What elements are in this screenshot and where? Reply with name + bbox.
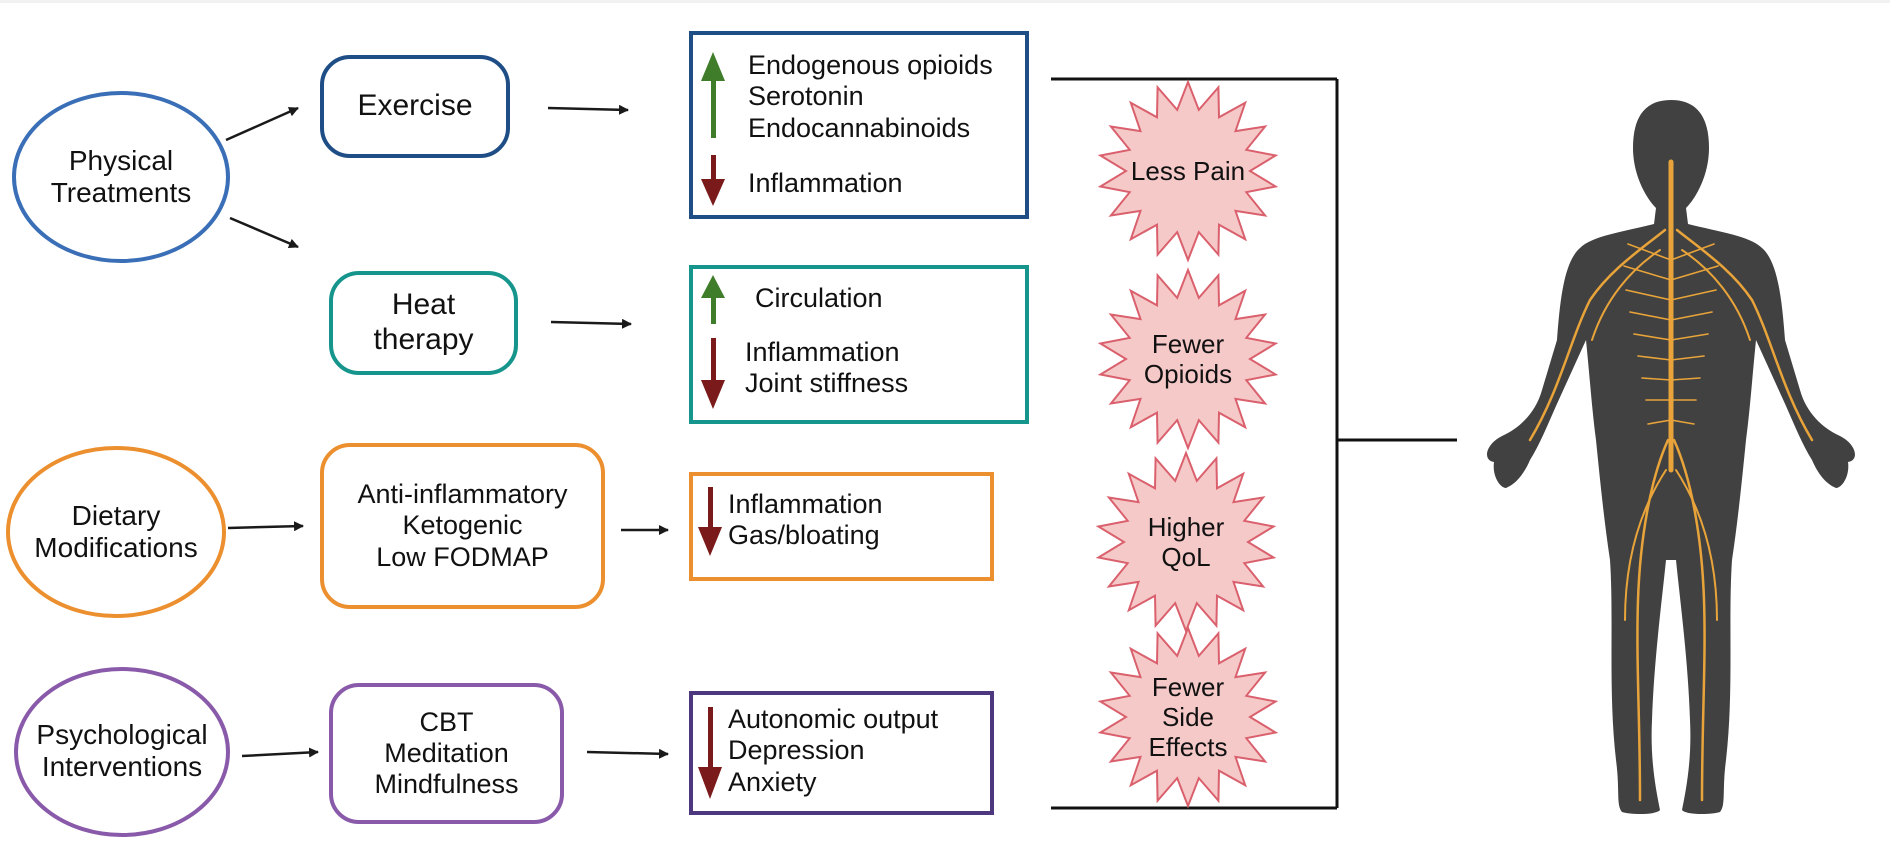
diet-types-label: Anti-inflammatory Ketogenic Low FODMAP: [322, 445, 603, 607]
outcome-label-fewer-side-effects: Fewer Side Effects: [1108, 662, 1268, 772]
exercise-decreased-list: Inflammation: [748, 168, 903, 199]
psych-decreased-list: Autonomic output Depression Anxiety: [728, 704, 938, 798]
label-line: Fewer: [1151, 328, 1225, 359]
diet-decreased-list: Inflammation Gas/bloating: [728, 489, 883, 552]
arrow-psych-to-effects: [586, 748, 669, 759]
effect-item: Endocannabinoids: [748, 112, 971, 143]
exercise-effects-box: [689, 31, 1029, 219]
outcome-label-higher-qol: Higher QoL: [1106, 497, 1266, 587]
label-line: CBT: [419, 706, 474, 737]
outcome-burst-fewer-side-effects: [1097, 625, 1279, 809]
effect-item: Circulation: [755, 283, 883, 313]
effect-item: Endogenous opioids: [748, 50, 993, 80]
effect-item: Gas/bloating: [728, 520, 880, 551]
label-line: Effects: [1148, 732, 1228, 763]
physical-treatments-label: Physical Treatments: [24, 129, 218, 225]
label-line: Meditation: [384, 737, 509, 768]
effect-item: Inflammation: [745, 337, 900, 367]
psych-effects-box: [689, 691, 994, 815]
label-line: Side: [1161, 701, 1215, 732]
top-border: [0, 0, 1890, 3]
exercise-label: Exercise: [322, 57, 508, 156]
label-line: therapy: [373, 323, 474, 356]
label-line: Higher: [1147, 511, 1225, 542]
effect-item: Anxiety: [728, 766, 817, 797]
label-line: Heat: [391, 288, 456, 322]
diet-effects-box: [689, 472, 994, 581]
diet-types-node: [320, 443, 605, 609]
psych-methods-label: CBT Meditation Mindfulness: [331, 685, 562, 822]
arrow-psych-source-to-methods: [241, 747, 319, 758]
human-nervous-system-figure: [1487, 100, 1855, 815]
exercise-node: [320, 55, 510, 158]
heat-increased-list: Circulation: [755, 283, 883, 314]
label-line: Less Pain: [1130, 155, 1246, 186]
arrow-physical-to-heat: [229, 216, 299, 249]
label-line: Interventions: [41, 751, 203, 782]
down-arrow-icon: [698, 487, 722, 556]
label-line: Opioids: [1143, 359, 1233, 389]
down-arrow-icon: [701, 338, 725, 409]
effect-item: Joint stiffness: [745, 368, 909, 399]
outcome-burst-less-pain: [1097, 79, 1279, 263]
effect-item: Inflammation: [748, 168, 903, 198]
arrow-physical-to-exercise: [225, 106, 299, 142]
down-arrow-icon: [701, 155, 725, 206]
label-line: Low FODMAP: [376, 541, 549, 572]
outcome-bracket: [1051, 77, 1457, 810]
label-line: Psychological: [36, 718, 208, 750]
up-arrow-icon: [701, 52, 725, 138]
outcome-label-less-pain: Less Pain: [1108, 131, 1268, 211]
effect-item: Depression: [728, 735, 865, 766]
label-line: Fewer: [1151, 671, 1225, 702]
dietary-modifications-node: [6, 446, 226, 618]
label-line: Anti-inflammatory: [357, 479, 568, 510]
label-line: Ketogenic: [402, 510, 523, 541]
dietary-modifications-label: Dietary Modifications: [14, 484, 218, 580]
label-line: Treatments: [50, 177, 192, 208]
arrow-exercise-to-effects: [547, 104, 629, 115]
down-arrow-icon: [698, 707, 722, 799]
label-line: Mindfulness: [374, 769, 519, 800]
psych-methods-node: [329, 683, 564, 824]
outcome-label-fewer-opioids: Fewer Opioids: [1108, 314, 1268, 404]
psychological-interventions-node: [14, 667, 230, 837]
effect-item: Autonomic output: [728, 704, 939, 734]
label-line: Exercise: [357, 89, 473, 123]
up-arrow-icon: [701, 275, 725, 324]
heat-decreased-list: Inflammation Joint stiffness: [745, 337, 908, 400]
physical-treatments-node: [12, 91, 230, 263]
heat-therapy-label: Heat therapy: [331, 273, 516, 373]
outcome-burst-fewer-opioids: [1097, 267, 1279, 451]
psychological-interventions-label: Psychological Interventions: [19, 703, 225, 799]
heat-therapy-node: [329, 271, 518, 375]
effect-item: Serotonin: [748, 81, 864, 112]
exercise-increased-list: Endogenous opioids Serotonin Endocannabi…: [748, 50, 993, 144]
arrow-dietary-to-diet: [227, 521, 304, 532]
effect-item: Inflammation: [728, 489, 883, 519]
label-line: Physical: [68, 144, 174, 176]
label-line: Dietary: [71, 499, 161, 531]
heat-effects-box: [689, 265, 1029, 424]
label-line: QoL: [1161, 542, 1211, 572]
label-line: Modifications: [34, 532, 198, 563]
arrow-heat-to-effects: [550, 318, 632, 329]
nerves: [1528, 159, 1814, 802]
